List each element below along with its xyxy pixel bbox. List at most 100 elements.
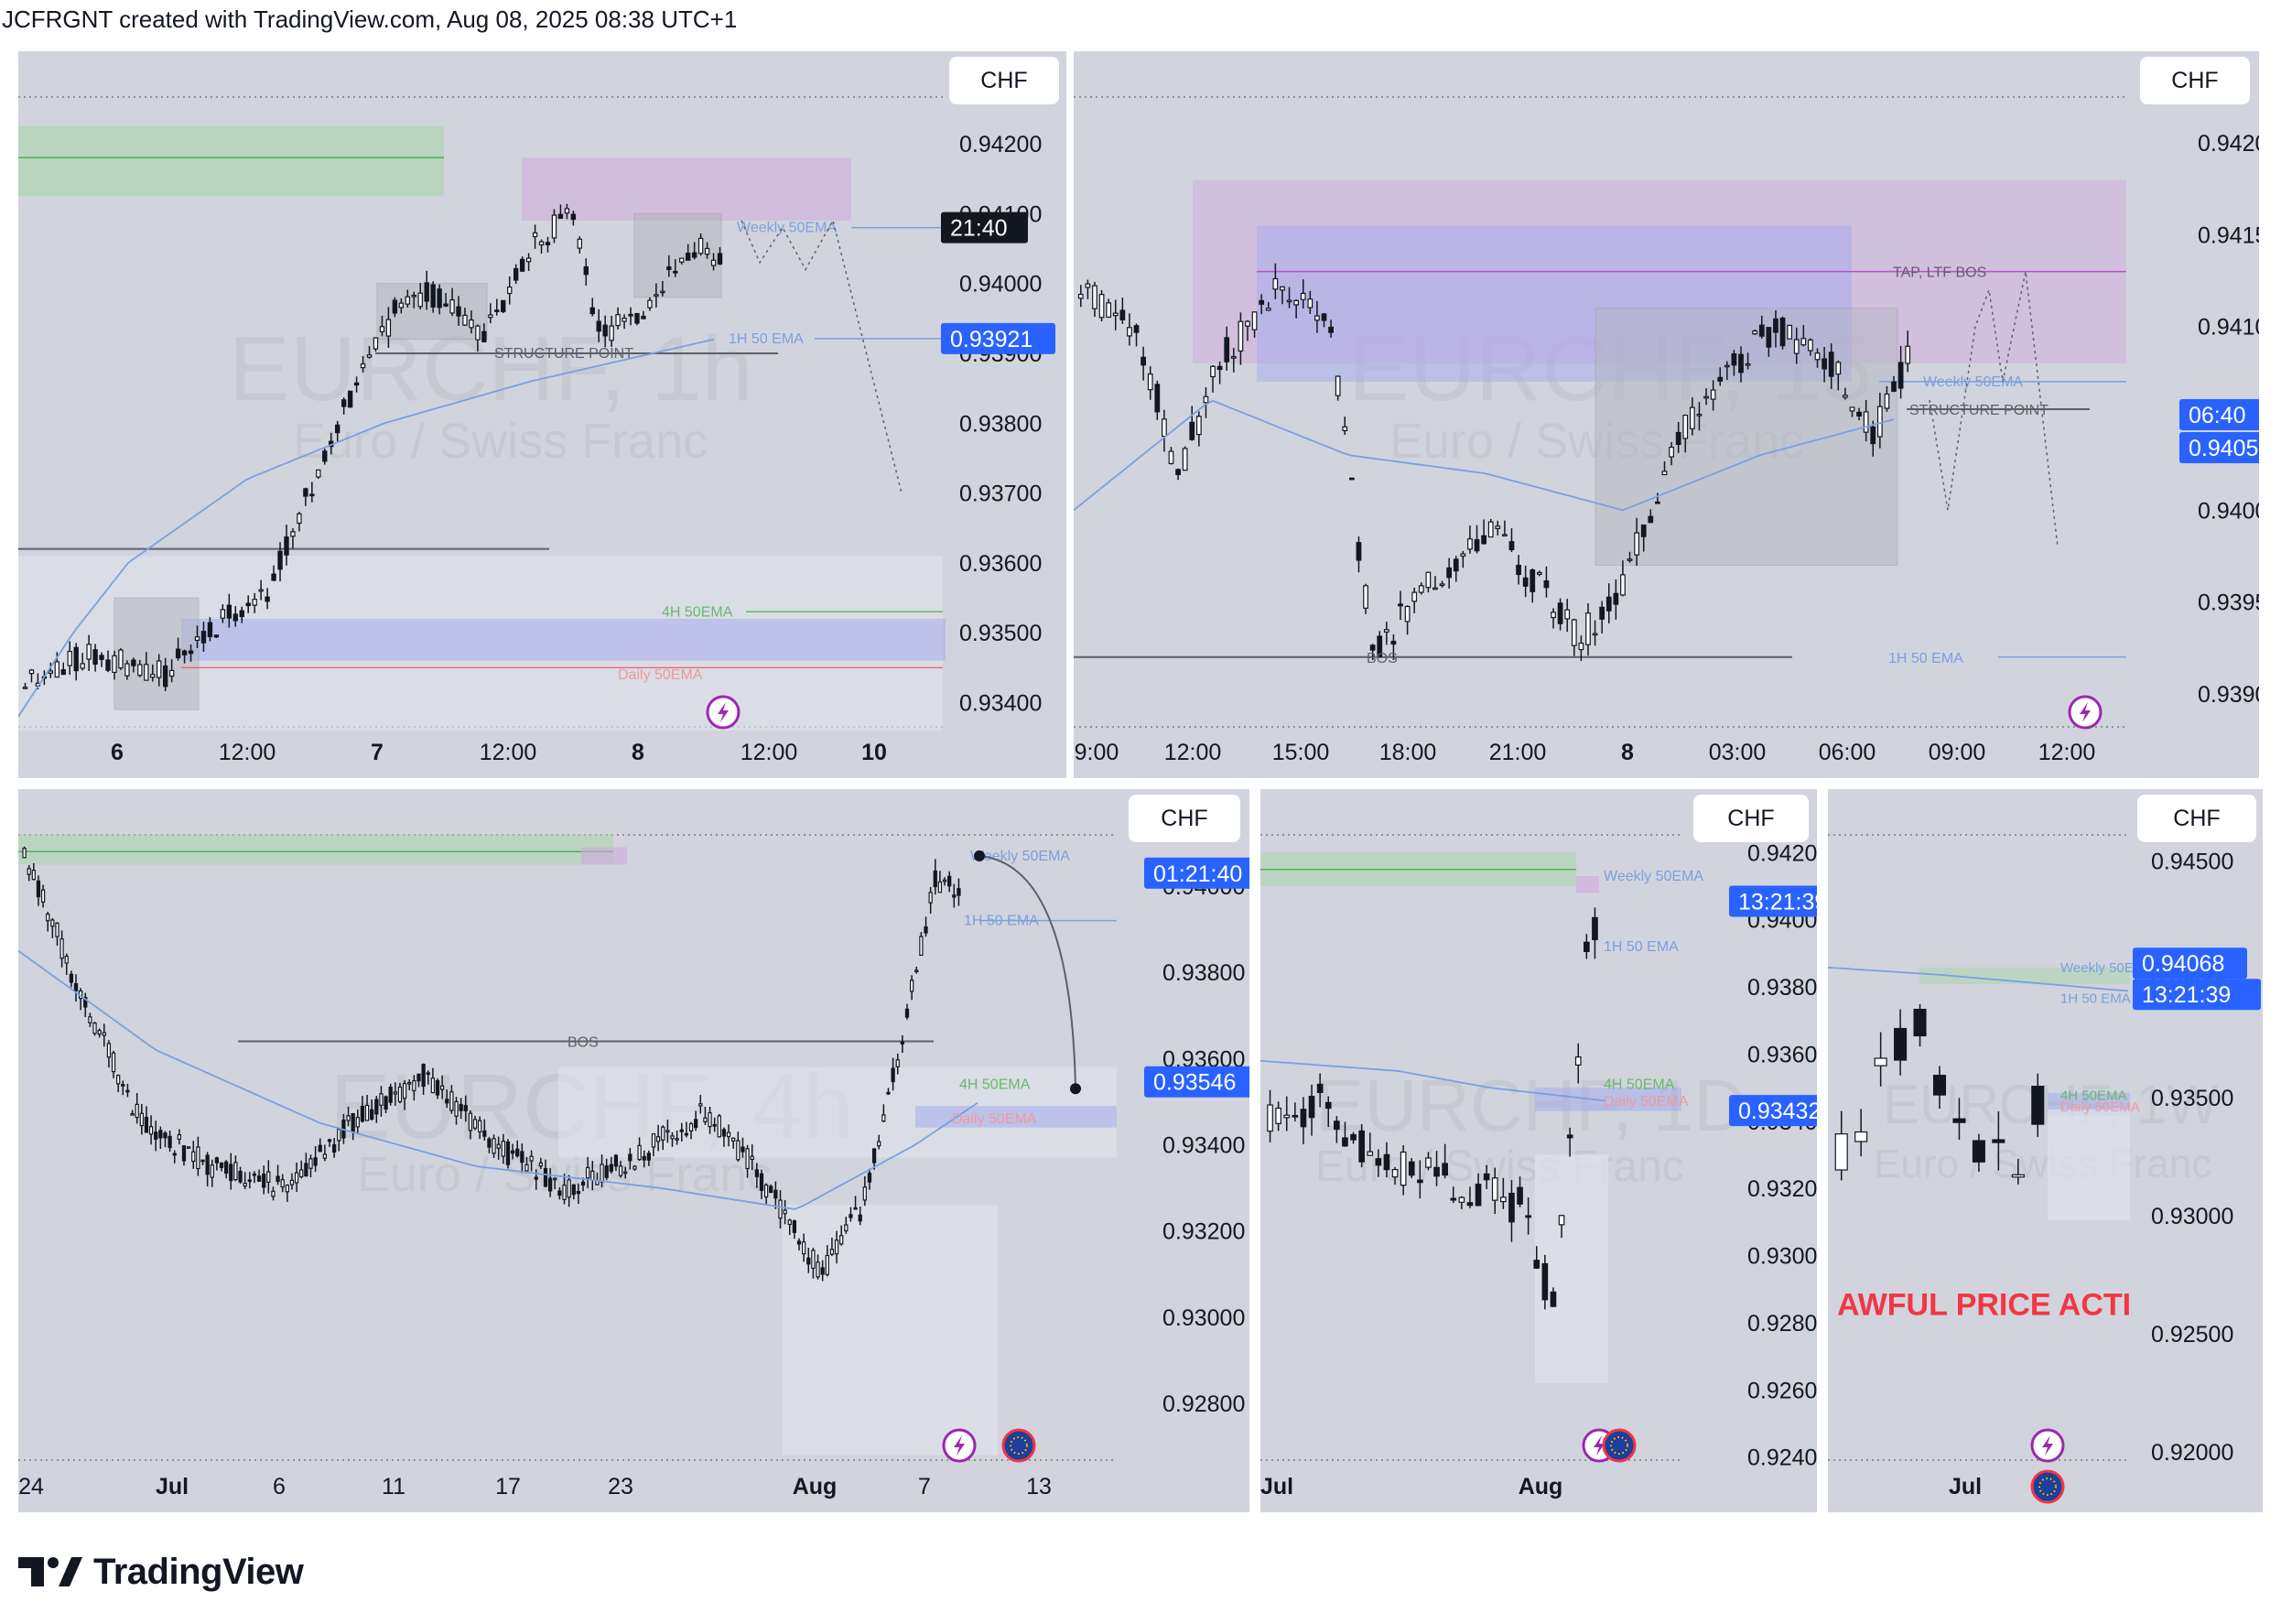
currency-button[interactable]: CHF [2137, 795, 2256, 842]
candle-body [139, 1112, 144, 1127]
candle-body [952, 894, 957, 898]
chart-canvas[interactable]: TAP, LTF BOS Weekly 50EMA STRUCTURE POINT B… [1074, 51, 2259, 778]
candle-body [137, 664, 143, 677]
candle-body [366, 354, 373, 358]
candle-body [388, 1086, 393, 1103]
level-label: STRUCTURE POINT [1909, 403, 2049, 418]
candle-body [157, 660, 162, 678]
level-label: 4H 50EMA [2060, 1088, 2127, 1103]
candle-body [1375, 1158, 1382, 1166]
candle-body [580, 1181, 586, 1186]
eu-flag-icon [2030, 1469, 2065, 1504]
candle-body [1640, 524, 1647, 537]
candle-body [862, 1186, 867, 1201]
x-axis-tick: Jul [1260, 1474, 1293, 1499]
candle-body [1550, 1291, 1557, 1307]
candle-body [750, 1155, 754, 1160]
chart-panel-4h[interactable]: EURCHF, 4h Euro / Swiss Franc Weekly 50E… [18, 789, 1249, 1512]
candle-body [196, 1146, 200, 1170]
candle-body [829, 1249, 835, 1255]
candle-body [424, 282, 429, 302]
candle-body [135, 1103, 139, 1119]
x-axis-tick: 15:00 [1272, 740, 1330, 765]
chart-panel-1d[interactable]: EURCHF, 1D Euro / Swiss Franc Weekly 50E… [1260, 789, 1817, 1512]
candle-body [914, 969, 919, 973]
candle-body [1391, 1169, 1399, 1178]
candle-body [1425, 1157, 1432, 1168]
chart-canvas[interactable]: Weekly 50EMA 1H 50 EMA BOS 4H 50EMA Daily 50… [18, 789, 1249, 1512]
candle-body [297, 513, 302, 525]
candle-body [1516, 564, 1521, 576]
candle-body [73, 983, 79, 992]
candle-body [285, 1185, 289, 1193]
candle-body [1265, 308, 1271, 311]
candle-body [416, 1073, 421, 1082]
candle-body [439, 1085, 445, 1090]
candle-body [816, 1261, 820, 1278]
chart-panel-1w[interactable]: EURCHF, 1W Euro / Swiss Franc Weekly 50E… [1828, 789, 2263, 1512]
candle-body [412, 1079, 416, 1092]
candle-body [1487, 521, 1494, 538]
candle-body [928, 892, 933, 904]
candle-body [919, 936, 924, 957]
candle-body [280, 1179, 285, 1188]
chart-panel-15m[interactable]: EURCHF, 15 Euro / Swiss Franc TAP, LTF B… [1074, 51, 2259, 778]
x-axis-tick: 12:00 [219, 740, 276, 765]
candle-body [1566, 1134, 1573, 1139]
candle-body [417, 292, 423, 308]
x-axis-tick: Aug [1519, 1474, 1563, 1499]
candle-body [353, 382, 360, 386]
candle-body [1358, 1130, 1365, 1163]
candle-body [1251, 311, 1258, 330]
candle-body [430, 284, 436, 308]
candle-body [632, 1165, 637, 1170]
candle-body [1724, 364, 1730, 368]
candle-body [205, 1154, 210, 1175]
candle-body [642, 1155, 646, 1161]
candle-body [1342, 426, 1348, 432]
candle-body [1913, 1008, 1927, 1037]
chart-panel-1h[interactable]: EURCHF, 1h Euro / Swiss Franc Weekly 50E… [18, 51, 1066, 778]
candle-body [1828, 352, 1834, 377]
candle-body [623, 1171, 628, 1175]
candle-body [150, 674, 156, 678]
chart-canvas[interactable]: Weekly 50EMA 1H 50 EMA STRUCTURE POINT 4H 5… [18, 51, 1066, 778]
candle-body [1491, 1177, 1498, 1201]
candle-body [551, 214, 557, 239]
y-axis-tick: 0.93200 [1162, 1219, 1245, 1245]
candle-body [219, 1162, 224, 1168]
candle-body [736, 1140, 741, 1161]
eu-flag-stars [1610, 1436, 1628, 1455]
tradingview-logo[interactable]: TradingView [18, 1549, 304, 1595]
candle-body [158, 1130, 163, 1139]
ema-zone [1257, 225, 1852, 382]
candle-body [529, 1155, 534, 1162]
candle-body [393, 1091, 397, 1095]
candle-body [871, 1148, 877, 1164]
level-label: STRUCTURE POINT [494, 346, 633, 362]
candle-body [1275, 1107, 1281, 1124]
candle-body [1085, 283, 1091, 288]
candle-body [1584, 941, 1590, 952]
candle-body [1703, 395, 1709, 399]
candle-body [247, 1179, 252, 1183]
currency-button[interactable]: CHF [1693, 795, 1809, 842]
currency-button[interactable]: CHF [2140, 57, 2250, 104]
x-axis-tick: 6 [273, 1474, 286, 1499]
candle-body [1433, 1166, 1440, 1177]
candle-body [1758, 324, 1765, 337]
candle-body [654, 294, 659, 297]
currency-button[interactable]: CHF [1129, 795, 1240, 842]
candle-body [576, 1190, 581, 1195]
candle-body [1300, 1109, 1307, 1128]
candle-body [1147, 373, 1153, 391]
candle-body [1592, 916, 1598, 940]
ema-zone [181, 618, 946, 661]
candle-body [271, 1190, 276, 1197]
currency-button[interactable]: CHF [949, 57, 1059, 104]
candle-body [59, 938, 64, 959]
candle-body [144, 1116, 149, 1133]
ema-curve [1260, 1059, 1605, 1102]
